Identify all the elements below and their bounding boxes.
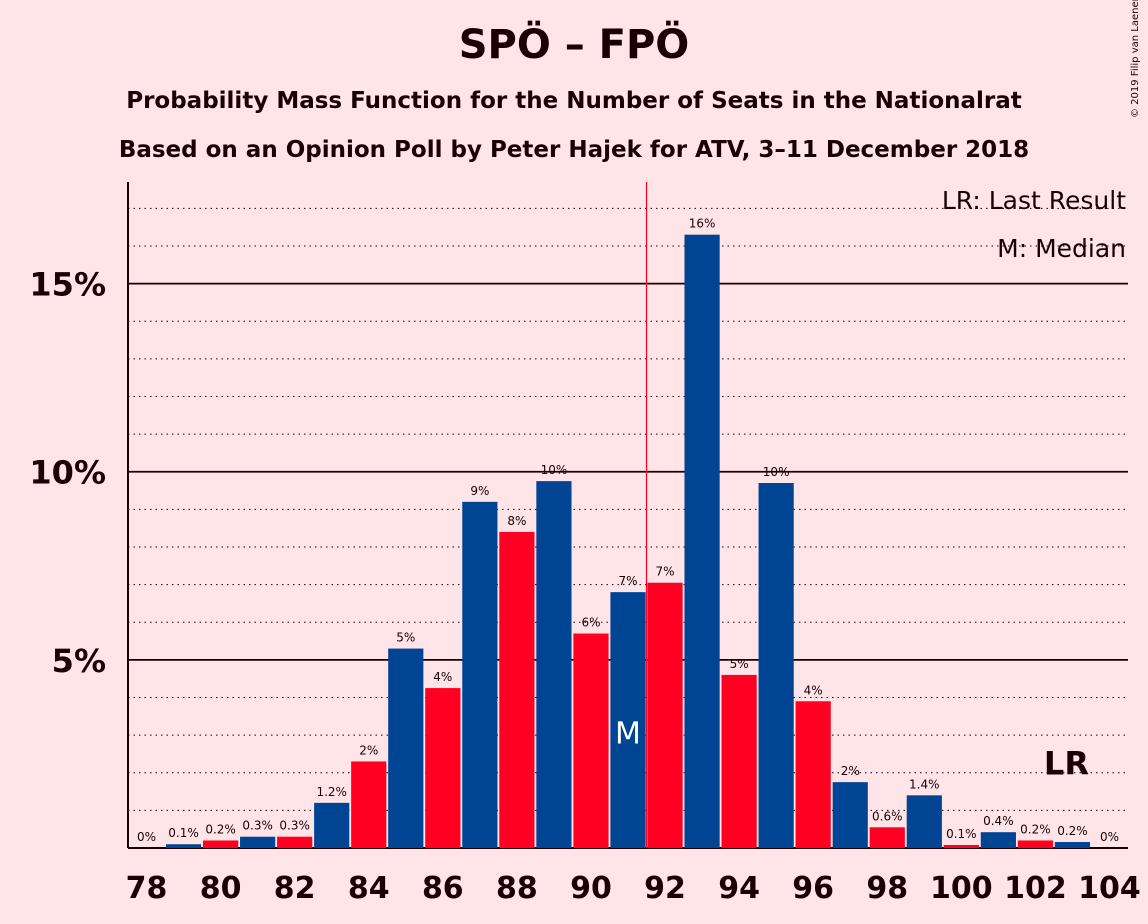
data-label: 5% [396, 631, 415, 645]
x-tick-label: 104 [1078, 871, 1141, 906]
bar-99 [906, 795, 942, 848]
x-tick-label: 80 [200, 871, 242, 906]
x-tick-label: 86 [422, 871, 464, 906]
x-tick-label: 84 [348, 871, 390, 906]
legend-median: M: Median [997, 234, 1126, 263]
bar-94 [721, 674, 757, 848]
bar-85 [388, 648, 424, 848]
x-tick-label: 94 [718, 871, 760, 906]
x-tick-label: 90 [570, 871, 612, 906]
bar-88 [499, 531, 535, 848]
data-label: 0.1% [946, 827, 977, 841]
bar-98 [869, 827, 905, 848]
chart-subtitle-source: Based on an Opinion Poll by Peter Hajek … [118, 137, 1030, 163]
data-label: 10% [763, 465, 790, 479]
data-label: 7% [618, 574, 637, 588]
data-label: 5% [730, 657, 749, 671]
bar-84 [351, 761, 387, 848]
x-tick-label: 78 [126, 871, 168, 906]
data-label: 0% [137, 830, 156, 844]
bar-89 [536, 481, 572, 848]
data-label: 1.4% [909, 777, 940, 791]
data-label: 0.2% [1020, 822, 1051, 836]
data-label: 4% [433, 670, 452, 684]
legend-last-result: LR: Last Result [942, 186, 1126, 215]
bar-79 [165, 844, 202, 848]
bar-81 [240, 836, 276, 848]
x-tick-label: 82 [274, 871, 316, 906]
data-label: 9% [470, 484, 489, 498]
last-result-marker: LR [1044, 744, 1089, 782]
bar-92 [647, 582, 683, 848]
bar-103 [1054, 841, 1091, 848]
bar-86 [425, 688, 461, 848]
chart-title: SPÖ – FPÖ [458, 22, 690, 68]
bar-80 [203, 840, 239, 848]
data-label: 8% [507, 514, 526, 528]
data-label: 6% [581, 616, 600, 630]
data-label: 0.3% [242, 819, 273, 833]
bar-83 [314, 802, 350, 848]
bar-96 [795, 701, 831, 848]
bar-100 [943, 844, 979, 848]
data-label: 0.6% [872, 809, 903, 823]
x-tick-label: 100 [930, 871, 993, 906]
bar-97 [832, 782, 868, 848]
x-tick-label: 98 [866, 871, 908, 906]
data-label: 0.2% [205, 822, 236, 836]
bar-90 [573, 633, 609, 848]
y-tick-label: 15% [29, 266, 106, 304]
data-label: 0.1% [168, 826, 199, 840]
data-label: 16% [689, 217, 716, 231]
data-label: 2% [841, 764, 860, 778]
bar-93 [684, 234, 720, 848]
data-label: 1.2% [316, 785, 347, 799]
data-label: 0.3% [279, 819, 310, 833]
y-tick-label: 10% [29, 454, 106, 492]
median-marker: M [615, 716, 641, 751]
bar-87 [462, 501, 498, 848]
data-label: 4% [804, 683, 823, 697]
bar-82 [277, 836, 313, 848]
data-label: 2% [359, 743, 378, 757]
x-tick-label: 96 [792, 871, 834, 906]
x-tick-label: 92 [644, 871, 686, 906]
x-tick-label: 88 [496, 871, 538, 906]
bar-95 [758, 483, 794, 848]
data-label: 0.4% [983, 814, 1014, 828]
bar-91 [610, 592, 646, 848]
y-tick-label: 5% [52, 642, 106, 680]
chart-subtitle: Probability Mass Function for the Number… [126, 88, 1022, 114]
bar-102 [1017, 840, 1053, 848]
data-label: 0% [1100, 830, 1119, 844]
data-label: 10% [541, 463, 568, 477]
data-label: 7% [656, 565, 675, 579]
bar-101 [980, 832, 1016, 848]
x-tick-label: 102 [1004, 871, 1067, 906]
data-label: 0.2% [1057, 824, 1088, 838]
